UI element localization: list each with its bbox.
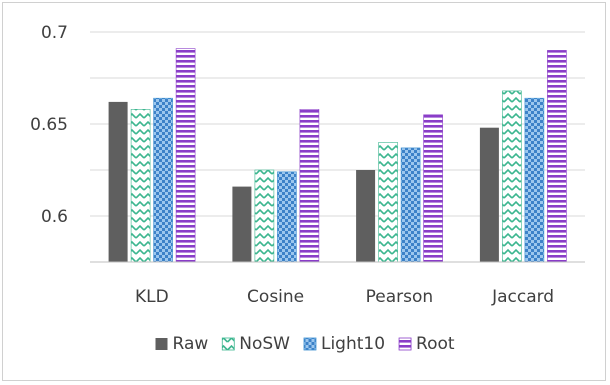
bar-raw-jaccard — [479, 127, 499, 262]
bar-light10-jaccard — [524, 97, 545, 263]
legend-label: Raw — [173, 334, 209, 354]
bar-nosw-kld — [130, 109, 151, 263]
bars — [108, 48, 567, 263]
bar-root-pearson — [423, 114, 443, 263]
bar-root-cosine — [299, 109, 320, 263]
bar-nosw-cosine — [254, 169, 275, 263]
bar-light10-pearson — [400, 147, 421, 263]
legend-item-nosw: NoSW — [221, 334, 290, 354]
bar-nosw-pearson — [378, 142, 398, 263]
x-tick-label: KLD — [135, 287, 169, 307]
legend-label: Light10 — [321, 334, 385, 354]
legend-item-light10: Light10 — [303, 334, 385, 354]
legend-item-raw: Raw — [155, 334, 209, 354]
x-tick-label: Cosine — [247, 287, 304, 307]
bar-raw-kld — [108, 101, 128, 263]
legend-swatch — [221, 337, 235, 351]
legend-swatch — [398, 337, 412, 351]
legend: Raw NoSW Light10 Root — [155, 334, 455, 354]
bar-raw-pearson — [356, 170, 376, 262]
legend-items: Raw NoSW Light10 Root — [155, 334, 455, 354]
legend-label: Root — [416, 334, 455, 354]
x-tick-label: Jaccard — [491, 287, 554, 307]
x-tick-label: Pearson — [366, 287, 434, 307]
legend-swatch — [155, 338, 168, 350]
bar-nosw-jaccard — [502, 90, 522, 263]
legend-swatch — [303, 337, 317, 351]
bar-root-jaccard — [547, 50, 567, 263]
x-axis: KLD Cosine Pearson Jaccard — [90, 261, 585, 307]
bar-light10-cosine — [277, 171, 297, 263]
y-tick-label: 0.7 — [41, 23, 68, 43]
y-tick-label: 0.65 — [30, 115, 68, 135]
bar-raw-cosine — [232, 186, 252, 262]
bar-root-kld — [175, 48, 196, 263]
y-axis: 0.6 0.65 0.7 — [30, 23, 68, 227]
bar-light10-kld — [153, 97, 173, 263]
legend-label: NoSW — [239, 334, 290, 354]
y-tick-label: 0.6 — [41, 207, 68, 227]
legend-item-root: Root — [398, 334, 455, 354]
